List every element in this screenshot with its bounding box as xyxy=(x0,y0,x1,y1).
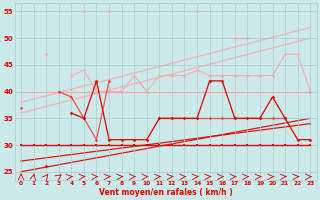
X-axis label: Vent moyen/en rafales ( km/h ): Vent moyen/en rafales ( km/h ) xyxy=(99,188,233,197)
